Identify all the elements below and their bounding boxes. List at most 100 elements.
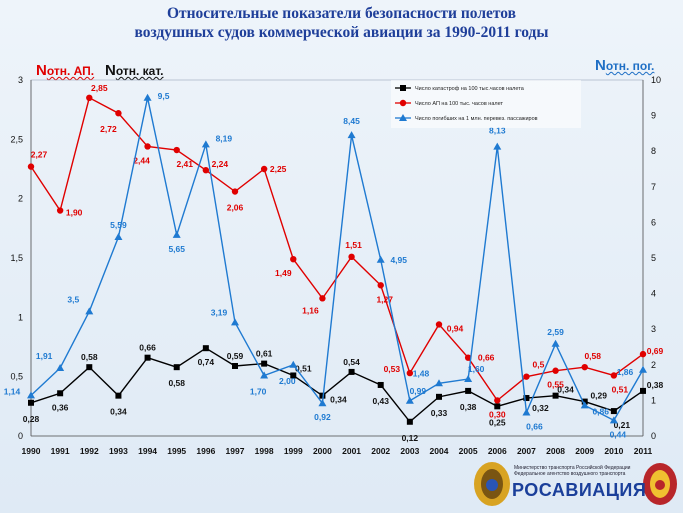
- data-label: 0,21: [614, 420, 631, 430]
- point-marker: [173, 364, 180, 371]
- point-marker: [290, 255, 297, 263]
- point-marker: [436, 393, 442, 400]
- data-label: 0,29: [590, 391, 607, 401]
- point-marker: [56, 364, 65, 372]
- point-marker: [86, 364, 93, 371]
- right-tick-label: 0: [651, 431, 656, 441]
- point-marker: [86, 94, 93, 102]
- x-tick-label: 1997: [226, 446, 245, 456]
- point-marker: [406, 418, 413, 425]
- data-label: 0,30: [489, 409, 506, 419]
- point-marker: [85, 307, 94, 315]
- point-marker: [202, 345, 209, 352]
- data-label: 9,5: [158, 91, 170, 101]
- data-label: 0,58: [81, 352, 98, 362]
- right-tick-label: 2: [651, 360, 656, 370]
- data-label: 8,45: [343, 116, 360, 126]
- data-label: 0,74: [198, 357, 215, 367]
- left-tick-label: 2: [18, 194, 23, 204]
- x-tick-label: 2002: [371, 446, 390, 456]
- data-label: 0,58: [168, 378, 185, 388]
- right-tick-label: 1: [651, 395, 656, 405]
- data-label: 0,54: [343, 357, 360, 367]
- right-tick-label: 7: [651, 182, 656, 192]
- rosaviatsiya-logo: [474, 462, 677, 506]
- point-marker: [144, 143, 151, 150]
- title-line-1: Относительные показатели безопасности по…: [166, 5, 517, 22]
- point-marker: [640, 387, 646, 394]
- point-marker: [377, 381, 384, 388]
- data-label: 1,60: [468, 364, 485, 374]
- data-label: 0,32: [532, 403, 549, 413]
- data-label: 1,14: [4, 386, 21, 396]
- right-tick-label: 9: [651, 111, 656, 121]
- data-label: 0,51: [295, 363, 312, 373]
- point-marker: [494, 397, 501, 404]
- point-marker: [28, 399, 34, 406]
- legend-box: [391, 80, 581, 128]
- point-marker: [522, 408, 531, 416]
- data-label: 3,19: [211, 307, 228, 317]
- x-tick-label: 1992: [80, 446, 99, 456]
- point-marker: [27, 163, 35, 170]
- title-line-2: воздушных судов коммерческой авиации за …: [134, 24, 549, 41]
- data-label: 0,66: [526, 422, 543, 432]
- data-label: 1,51: [345, 240, 362, 250]
- point-marker: [435, 321, 443, 328]
- point-marker: [465, 387, 472, 394]
- left-tick-label: 0,5: [10, 372, 23, 382]
- point-marker: [115, 110, 122, 117]
- right-tick-label: 4: [651, 289, 656, 299]
- data-label: 0,92: [314, 412, 331, 422]
- x-tick-label: 1995: [167, 446, 186, 456]
- data-label: 0,36: [52, 402, 69, 412]
- x-tick-label: 2004: [430, 446, 449, 456]
- data-label: 0,51: [612, 384, 629, 394]
- point-marker: [115, 392, 122, 399]
- right-tick-label: 3: [651, 324, 656, 334]
- data-label: 0,44: [610, 429, 627, 439]
- brand-name: РОСАВИАЦИЯ: [512, 480, 647, 500]
- org-name: Министерство транспорта Российской Федер…: [514, 465, 639, 477]
- data-label: 0,66: [478, 353, 495, 363]
- data-label: 2,44: [133, 155, 150, 165]
- data-label: 0,5: [533, 360, 545, 370]
- data-label: 2,27: [31, 150, 48, 160]
- point-marker: [639, 350, 647, 358]
- x-tick-label: 2009: [575, 446, 594, 456]
- point-marker: [399, 114, 407, 121]
- data-label: 8,19: [216, 133, 233, 143]
- x-tick-label: 2005: [459, 446, 478, 456]
- data-label: 5,65: [168, 244, 185, 254]
- point-marker: [232, 362, 238, 369]
- right-axis-head-pog: Nотн. пог.: [595, 57, 654, 74]
- point-marker: [143, 93, 152, 101]
- left-axis-head-kat: Nотн. кат.: [105, 62, 164, 79]
- chart-title: Относительные показатели безопасности по…: [0, 4, 683, 42]
- data-label: 0,69: [647, 346, 664, 356]
- data-label: 0,34: [330, 395, 347, 405]
- x-tick-label: 2001: [342, 446, 361, 456]
- x-tick-label: 1990: [22, 446, 41, 456]
- point-marker: [435, 379, 443, 387]
- legend-entry: Число погибших на 1 млн. перевез. пассаж…: [415, 116, 538, 122]
- point-marker: [27, 391, 35, 399]
- data-label: 0,34: [110, 407, 127, 417]
- data-label: 0,99: [410, 386, 427, 396]
- point-marker: [464, 354, 472, 361]
- right-tick-label: 10: [651, 75, 661, 85]
- point-marker: [56, 207, 64, 214]
- data-label: 0,33: [431, 408, 448, 418]
- x-tick-label: 2006: [488, 446, 507, 456]
- head-kat-sub: отн. кат.: [115, 64, 164, 78]
- data-label: 0,28: [23, 414, 40, 424]
- data-label: 0,59: [227, 351, 244, 361]
- data-label: 1,91: [36, 351, 53, 361]
- eagle-emblem-left-icon: [474, 462, 510, 506]
- point-marker: [318, 399, 327, 407]
- data-label: 5,59: [110, 220, 127, 230]
- point-marker: [406, 369, 414, 377]
- data-label: 0,25: [489, 417, 506, 427]
- point-marker: [376, 255, 385, 263]
- data-label: 1,90: [66, 208, 83, 218]
